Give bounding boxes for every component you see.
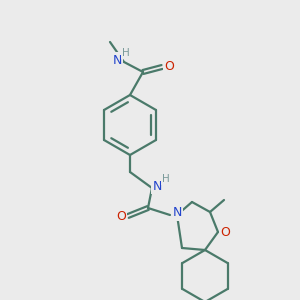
Text: N: N [172,206,182,220]
Text: O: O [164,59,174,73]
Text: N: N [152,179,162,193]
Text: O: O [220,226,230,238]
Text: H: H [122,48,130,58]
Text: O: O [116,211,126,224]
Text: H: H [162,174,170,184]
Text: N: N [112,53,122,67]
